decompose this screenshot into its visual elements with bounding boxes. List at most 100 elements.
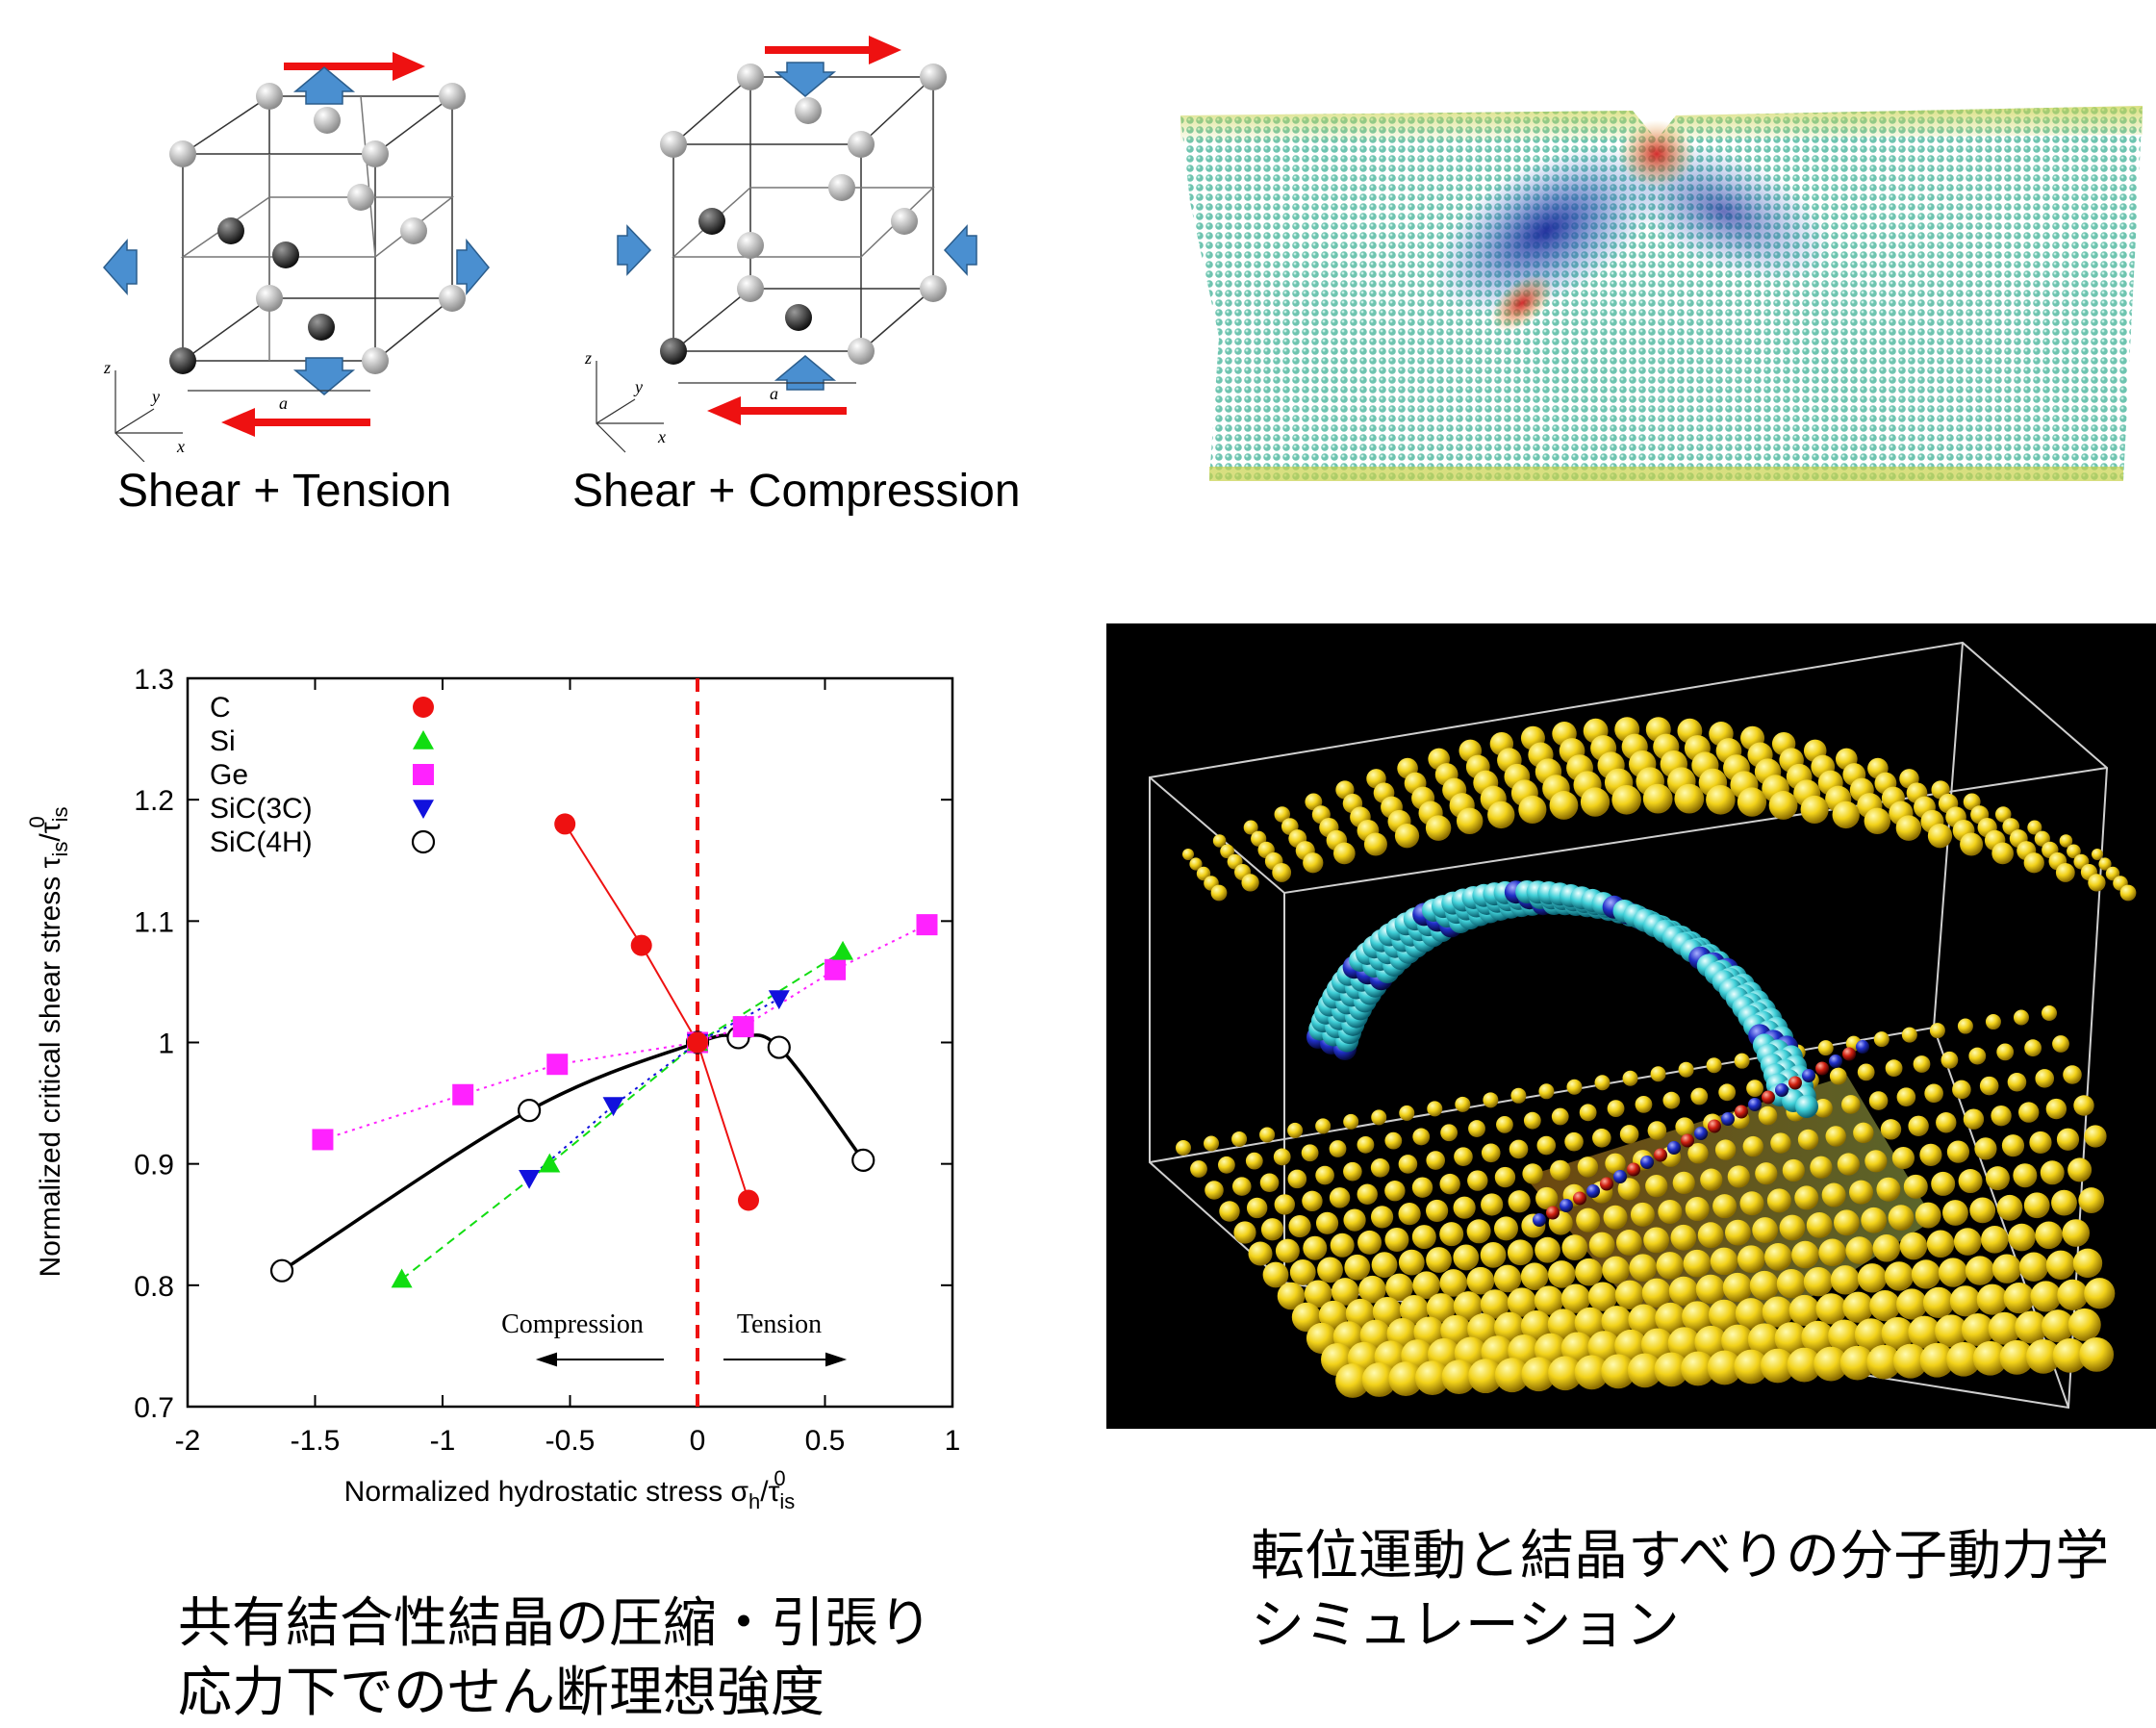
atom-yellow [1343,1113,1359,1130]
atom-yellow [1399,1295,1430,1325]
atom-yellow [1233,1221,1256,1244]
atom-yellow [1774,1322,1808,1356]
atom-yellow [1803,1267,1834,1297]
atom-yellow [2045,1250,2076,1281]
atom-yellow [1857,1063,1875,1081]
atom-yellow [1647,1121,1667,1140]
atom-yellow [1411,1225,1436,1250]
atom-yellow [1681,1351,1715,1386]
svg-text:x: x [176,437,185,456]
lower-atom-plane [1176,1005,2116,1398]
atom-yellow [1810,1156,1833,1179]
atom-yellow [1467,1313,1499,1345]
atom-yellow [1630,1202,1655,1227]
caption-shear-tension: Shear + Tension [117,466,452,517]
x-tick-label: 1 [945,1425,961,1457]
atom-yellow [1507,1287,1537,1317]
atom-yellow [1755,1162,1778,1185]
atom-yellow [1940,1051,1959,1069]
atom-yellow [1654,1352,1689,1387]
atom-yellow [1908,1315,1941,1349]
atom-yellow [2092,849,2103,860]
x-tick-label: -1 [430,1425,456,1457]
atom-yellow [1601,1306,1633,1337]
atom-yellow [1287,1122,1304,1138]
atom-yellow [1991,1105,2012,1127]
atom-yellow [1220,844,1234,859]
atom-dislocation-core [1721,1112,1735,1126]
series-markers [269,813,938,1288]
atom-yellow [1707,1350,1742,1385]
atom-yellow [1927,824,1953,849]
atom-yellow [2030,1281,2062,1312]
legend-label: Ge [210,759,248,791]
atom-yellow [1656,1252,1685,1280]
atom-yellow [1611,784,1641,815]
legend-marker [413,764,434,785]
atom-yellow [2029,1131,2052,1155]
atom-yellow [1304,1280,1332,1309]
atom-yellow [1614,1329,1648,1362]
atom-yellow [1363,832,1387,856]
atom-dislocation-core [1560,1199,1573,1212]
atom-yellow [1641,1278,1672,1309]
atom-yellow [1960,832,1984,856]
atom-yellow [1566,1079,1583,1095]
atom-yellow [2088,874,2106,892]
atom-yellow [1456,807,1484,835]
atom-yellow [1549,791,1579,820]
atom-yellow [1675,1117,1694,1136]
atom-yellow [1801,1320,1835,1354]
atom-yellow [1976,1283,2008,1315]
atom-yellow [1814,1346,1848,1382]
atom-yellow [1619,1125,1639,1144]
atom-yellow [1899,1232,1928,1260]
atom-yellow [1496,1115,1513,1133]
atom-yellow [1394,824,1420,849]
atom-yellow [1714,1139,1737,1160]
atom-yellow [1518,795,1547,825]
atom-dislocation-core [1654,1148,1667,1162]
y-tick-label: 0.7 [134,1392,174,1424]
series-line-si [400,951,844,1281]
atom-yellow [2079,1337,2115,1372]
atom-yellow [1468,1120,1485,1137]
atom-yellow [1814,1099,1833,1118]
atom-yellow [1523,1111,1541,1130]
atom-yellow [1979,1076,1999,1096]
atom-yellow [1440,1124,1458,1142]
atom-yellow [1919,1143,1942,1166]
atom-yellow [1926,1230,1955,1258]
atom-yellow [1747,1323,1781,1357]
atom-yellow [1212,834,1227,848]
atom-yellow [1640,1328,1674,1361]
atom-yellow [1315,1118,1332,1134]
atom-yellow [1587,1282,1618,1311]
atom-yellow [1670,1224,1697,1251]
legend-marker [413,800,434,819]
data-point-ge [916,914,938,936]
atom-yellow [1538,1083,1555,1100]
chart-caption: 共有結合性結晶の圧縮・引張り 応力下でのせん断理想強度 [178,1589,932,1728]
annotation-tension: Tension [737,1309,822,1339]
atom-yellow [1560,1283,1591,1313]
atom-yellow [1522,1163,1543,1184]
legend-label: Si [210,725,236,757]
atom-yellow [1547,1260,1576,1288]
atom-yellow [1259,1173,1280,1193]
atom-yellow [1507,1239,1534,1266]
svg-text:z: z [584,348,592,368]
atom-yellow [1953,1228,1982,1256]
y-tick-label: 1.2 [134,785,174,817]
atom-dislocation-core [1600,1177,1613,1191]
atom-yellow [1782,1158,1805,1182]
data-point-sic4h [269,1258,294,1283]
atom-yellow [1929,1023,1945,1039]
atom-yellow [1864,807,1891,835]
atom-yellow [1880,1119,1902,1140]
x-tick-label: 0.5 [805,1425,846,1457]
y-tick-label: 1.3 [134,664,174,696]
atom-yellow [1881,1316,1915,1350]
atom-yellow [1739,1191,1764,1216]
atom-yellow [1548,1356,1583,1391]
